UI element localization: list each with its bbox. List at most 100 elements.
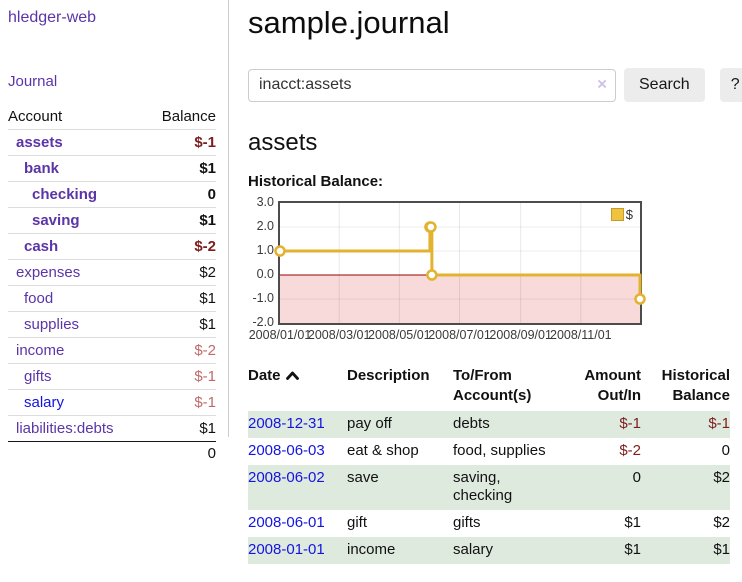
account-row: income $-2 xyxy=(8,337,216,364)
account-link[interactable]: supplies xyxy=(24,316,80,333)
account-row: assets $-1 xyxy=(8,129,216,156)
account-row: saving $1 xyxy=(8,207,216,234)
account-row: liabilities:debts $1 xyxy=(8,416,216,442)
account-name-cell: checking xyxy=(8,181,146,208)
account-row: food $1 xyxy=(8,285,216,312)
account-name-cell: bank xyxy=(8,155,146,182)
search-input[interactable] xyxy=(248,68,616,102)
search-bar: × Search ? xyxy=(248,68,742,102)
account-balance: $1 xyxy=(145,311,216,338)
transaction-accounts: saving, checking xyxy=(453,469,513,504)
accounts-header-balance: Balance xyxy=(145,104,216,130)
account-name-cell: liabilities:debts xyxy=(8,416,145,442)
transaction-date-link[interactable]: 2008-12-31 xyxy=(248,415,325,432)
y-tick-label: -1.0 xyxy=(252,291,274,305)
search-input-wrap: × xyxy=(248,68,616,102)
transaction-description: save xyxy=(347,469,379,486)
register-header-date[interactable]: Date xyxy=(248,364,347,411)
transaction-date-link[interactable]: 2008-06-01 xyxy=(248,514,325,531)
transaction-amount: $-2 xyxy=(619,442,641,459)
app-title-link[interactable]: hledger-web xyxy=(8,9,97,26)
register-row: 2008-06-03 eat & shop food, supplies $-2 0 xyxy=(248,438,730,465)
sort-ascending-icon xyxy=(285,371,299,380)
account-row: salary $-1 xyxy=(8,389,216,416)
transaction-date-cell: 2008-06-01 xyxy=(248,510,347,537)
account-row: bank $1 xyxy=(8,155,216,182)
transaction-balance: 0 xyxy=(721,442,730,459)
transaction-description: eat & shop xyxy=(347,442,419,459)
transaction-accounts: salary xyxy=(453,541,494,558)
transaction-description: gift xyxy=(347,514,368,531)
transaction-amount: $-1 xyxy=(619,415,641,432)
account-link[interactable]: expenses xyxy=(16,264,81,281)
transaction-date-link[interactable]: 2008-06-02 xyxy=(248,469,325,486)
register-header-description[interactable]: Description xyxy=(347,367,430,384)
y-tick-label: 1.0 xyxy=(256,243,274,257)
account-link[interactable]: bank xyxy=(24,160,60,177)
x-tick-label: 2008/03/01 xyxy=(307,328,371,342)
search-button[interactable]: Search xyxy=(624,68,705,102)
chart-plot[interactable]: $ xyxy=(274,201,646,325)
accounts-table-body: assets $-1 bank $1 checking 0 saving $1 cash $-2 e… xyxy=(8,129,216,442)
account-name-cell: saving xyxy=(8,207,146,234)
account-heading: assets xyxy=(248,129,318,156)
account-name-cell: income xyxy=(8,337,146,364)
register-header-balance[interactable]: Historical Balance xyxy=(661,367,730,404)
account-balance: $-1 xyxy=(145,363,216,390)
transaction-amount: $1 xyxy=(624,514,641,531)
account-link[interactable]: assets xyxy=(16,134,63,151)
account-link[interactable]: gifts xyxy=(24,368,52,385)
transaction-date-link[interactable]: 2008-01-01 xyxy=(248,541,325,558)
account-link[interactable]: food xyxy=(24,290,54,307)
x-tick-label: 2008/07/01 xyxy=(428,328,491,342)
y-tick-label: -2.0 xyxy=(252,315,274,329)
transaction-date-cell: 2008-01-01 xyxy=(248,537,347,564)
register-table: Date Description To/From Account(s) Amou… xyxy=(248,364,730,564)
transaction-description: income xyxy=(347,541,396,558)
account-link[interactable]: income xyxy=(16,342,65,359)
x-tick-label: 2008/11/01 xyxy=(549,328,612,342)
transaction-amount: $1 xyxy=(624,541,641,558)
account-name-cell: gifts xyxy=(8,363,146,390)
sidebar: hledger-web Journal Account Balance asse… xyxy=(8,0,218,465)
account-link[interactable]: salary xyxy=(24,394,65,411)
account-row: expenses $2 xyxy=(8,259,216,286)
account-row: gifts $-1 xyxy=(8,363,216,390)
transaction-date-link[interactable]: 2008-06-03 xyxy=(248,442,325,459)
x-tick-label: 2008/01/01 xyxy=(248,328,312,342)
transaction-accounts: debts xyxy=(453,415,490,432)
account-balance: $-1 xyxy=(145,129,216,156)
accounts-table: Account Balance assets $-1 bank $1 checking 0… xyxy=(8,104,216,465)
register-header-amount[interactable]: Amount Out/In xyxy=(584,367,641,404)
account-link[interactable]: cash xyxy=(24,238,59,255)
help-button[interactable]: ? xyxy=(719,68,742,102)
transaction-balance: $-1 xyxy=(708,415,730,432)
chart-title: Historical Balance: xyxy=(248,173,384,190)
account-name-cell: food xyxy=(8,285,146,312)
account-balance: $2 xyxy=(145,259,216,286)
accounts-header-account: Account xyxy=(8,104,146,130)
account-balance: $1 xyxy=(145,285,216,312)
y-tick-label: 2.0 xyxy=(256,219,274,233)
account-link[interactable]: saving xyxy=(32,212,80,229)
register-row: 2008-12-31 pay off debts $-1 $-1 xyxy=(248,411,730,438)
register-row: 2008-06-01 gift gifts $1 $2 xyxy=(248,510,730,537)
register-row: 2008-01-01 income salary $1 $1 xyxy=(248,537,730,564)
account-link[interactable]: liabilities:debts xyxy=(16,420,114,437)
account-name-cell: assets xyxy=(8,129,146,156)
register-header-row: Date Description To/From Account(s) Amou… xyxy=(248,364,730,411)
x-tick-label: 2008/05/01 xyxy=(368,328,431,342)
balance-chart: 3.0 2.0 1.0 0.0 -1.0 -2.0 $ 2008/01/01 2008/03… xyxy=(248,196,742,349)
account-name-cell: supplies xyxy=(8,311,146,338)
main-content: sample.journal × Search ? assets Histori… xyxy=(248,0,742,564)
accounts-total-balance: 0 xyxy=(145,441,216,465)
account-link[interactable]: checking xyxy=(32,186,98,203)
accounts-total-row: 0 xyxy=(8,441,216,465)
register-row: 2008-06-02 save saving, checking 0 $2 xyxy=(248,465,730,510)
legend-label: $ xyxy=(625,207,633,222)
account-row: cash $-2 xyxy=(8,233,216,260)
nav-journal-link[interactable]: Journal xyxy=(8,73,58,90)
clear-search-icon[interactable]: × xyxy=(597,74,607,94)
register-header-accounts[interactable]: To/From Account(s) xyxy=(453,367,532,404)
transaction-date-cell: 2008-12-31 xyxy=(248,411,347,438)
